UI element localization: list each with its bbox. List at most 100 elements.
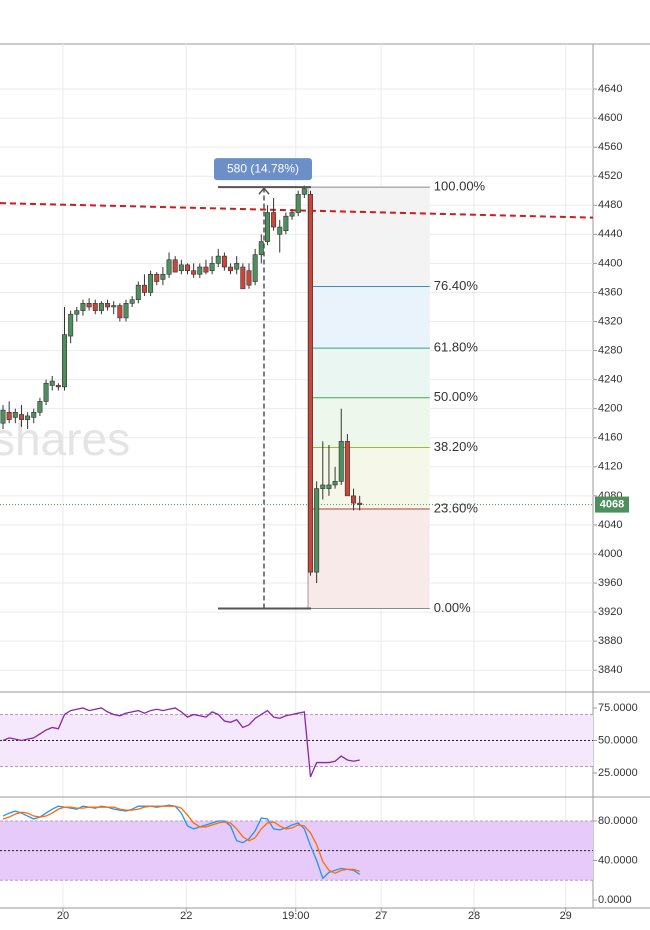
candle-body [203, 266, 209, 273]
y-tick-label: 4200 [598, 403, 622, 415]
candle-body [307, 194, 313, 573]
candle-body [141, 284, 147, 293]
x-tick-label: 22 [180, 910, 192, 922]
candle-body [111, 305, 117, 308]
measure-label: 580 (14.78%) [227, 161, 299, 175]
candle-body [154, 273, 160, 282]
candle-body [258, 241, 264, 255]
indicator-line [2, 805, 360, 875]
indicator-line [2, 707, 360, 778]
fib-band [308, 348, 430, 398]
x-tick-label: 29 [560, 910, 572, 922]
y-tick-label: 4600 [598, 112, 622, 124]
candle-body [197, 266, 203, 275]
candle-body [80, 303, 86, 311]
candle-body [37, 401, 43, 413]
y-tick-label: 4400 [598, 257, 622, 269]
y-tick-label: 4040 [598, 519, 622, 531]
candle-body [43, 382, 49, 402]
candle-body [320, 484, 326, 489]
candle-body [172, 259, 178, 273]
fib-label: 38.20% [434, 439, 479, 454]
x-tick-label: 27 [375, 910, 387, 922]
candle-body [295, 194, 301, 213]
watermark: shares [0, 413, 130, 465]
y-tick-label: 4000 [598, 548, 622, 560]
measure-arrowhead [258, 186, 270, 195]
y-tick-label: 4560 [598, 141, 622, 153]
candle-body [277, 226, 283, 235]
candle-body [129, 299, 135, 304]
fib-band [308, 509, 430, 609]
y-tick-label: 4480 [598, 199, 622, 211]
candle-body [228, 266, 234, 271]
candle-body [135, 284, 141, 301]
y-tick-label: 4120 [598, 461, 622, 473]
candle-body [301, 188, 307, 195]
y-tick-label: 4160 [598, 432, 622, 444]
candle-body [31, 412, 37, 418]
candle-body [246, 270, 252, 286]
candle-body [344, 441, 350, 497]
y-tick-label: 3920 [598, 606, 622, 618]
fib-band [308, 286, 430, 349]
candle-body [68, 313, 74, 337]
y-tick-label: 4320 [598, 315, 622, 327]
candle-body [6, 412, 12, 420]
candle-body [160, 273, 166, 280]
fib-label: 100.00% [434, 179, 486, 194]
candle-body [332, 481, 338, 486]
candle-body [117, 305, 123, 319]
candle-body [191, 270, 197, 275]
y-tick-label: 4360 [598, 286, 622, 298]
y-tick-label: 0.0000 [598, 894, 632, 906]
fib-label: 50.00% [434, 389, 479, 404]
last-price-badge [595, 496, 629, 513]
fib-band [308, 397, 430, 448]
y-tick-label: 80.0000 [598, 815, 638, 827]
y-tick-label: 50.0000 [598, 734, 638, 746]
candle-body [86, 303, 92, 308]
x-tick-label: 19:00 [282, 910, 310, 922]
candle-body [49, 380, 55, 386]
candle-body [215, 255, 221, 264]
candle-body [184, 264, 190, 271]
candle-body [289, 212, 295, 217]
candle-body [234, 263, 240, 270]
candle-body [338, 441, 344, 482]
candle-body [178, 264, 184, 271]
fib-label: 61.80% [434, 340, 479, 355]
candle-body [314, 488, 320, 573]
candle-body [271, 212, 277, 228]
last-price-label: 4068 [600, 498, 624, 510]
candle-body [55, 385, 61, 388]
candle-body [357, 502, 363, 505]
y-tick-label: 75.0000 [598, 702, 638, 714]
x-tick-label: 28 [468, 910, 480, 922]
y-tick-label: 4640 [598, 83, 622, 95]
fib-band [308, 447, 430, 510]
x-tick-label: 20 [57, 910, 69, 922]
candle-body [283, 215, 289, 231]
y-tick-label: 4240 [598, 374, 622, 386]
fib-band [308, 187, 430, 287]
candle-body [105, 303, 111, 308]
candle-body [326, 484, 332, 489]
fib-label: 0.00% [434, 600, 471, 615]
trendline [0, 202, 594, 219]
candle-body [209, 263, 215, 271]
candle-body [12, 412, 18, 418]
y-tick-label: 4440 [598, 228, 622, 240]
candle-body [62, 334, 68, 388]
candle-body [74, 310, 80, 315]
candle-body [240, 266, 246, 290]
y-tick-label: 3960 [598, 577, 622, 589]
fib-label: 23.60% [434, 500, 479, 515]
y-tick-label: 3840 [598, 664, 622, 676]
measure-label-box [214, 158, 312, 181]
candle-body [221, 255, 227, 268]
candle-body [92, 303, 98, 311]
y-tick-label: 4280 [598, 344, 622, 356]
candle-body [0, 409, 6, 424]
